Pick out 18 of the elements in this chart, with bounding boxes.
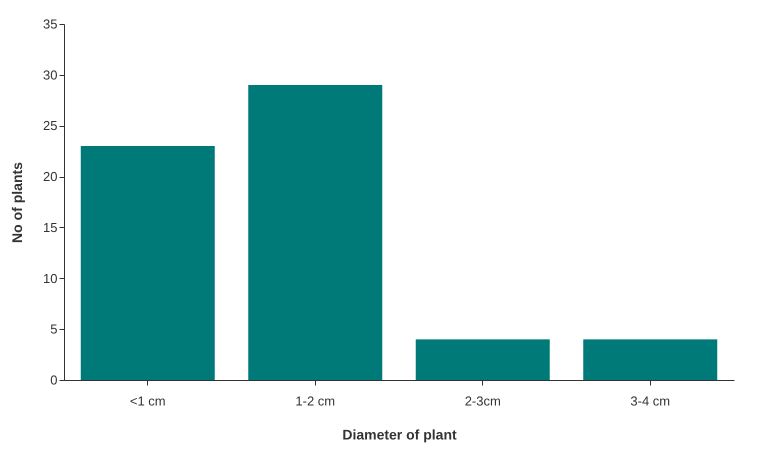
bar xyxy=(583,339,718,380)
y-tick-label: 35 xyxy=(43,16,58,32)
y-tick-label: 30 xyxy=(43,67,58,82)
y-tick-label: 20 xyxy=(43,169,58,184)
bar xyxy=(80,146,215,380)
y-tick-label: 10 xyxy=(43,270,58,286)
y-tick-label: 0 xyxy=(50,372,58,388)
bar xyxy=(416,339,550,380)
y-tick-label: 5 xyxy=(50,322,58,337)
x-tick-label: 3-4 cm xyxy=(630,394,670,408)
x-axis-title: Diameter of plant xyxy=(342,426,458,442)
x-tick-label: <1 cm xyxy=(130,394,166,408)
x-tick-label: 1-2 cm xyxy=(295,394,336,408)
y-tick-label: 25 xyxy=(43,118,58,134)
x-tick-label: 2-3cm xyxy=(464,394,501,408)
y-axis-title: No of plants xyxy=(9,162,26,243)
bar xyxy=(248,85,382,380)
y-tick-label: 15 xyxy=(43,220,58,235)
